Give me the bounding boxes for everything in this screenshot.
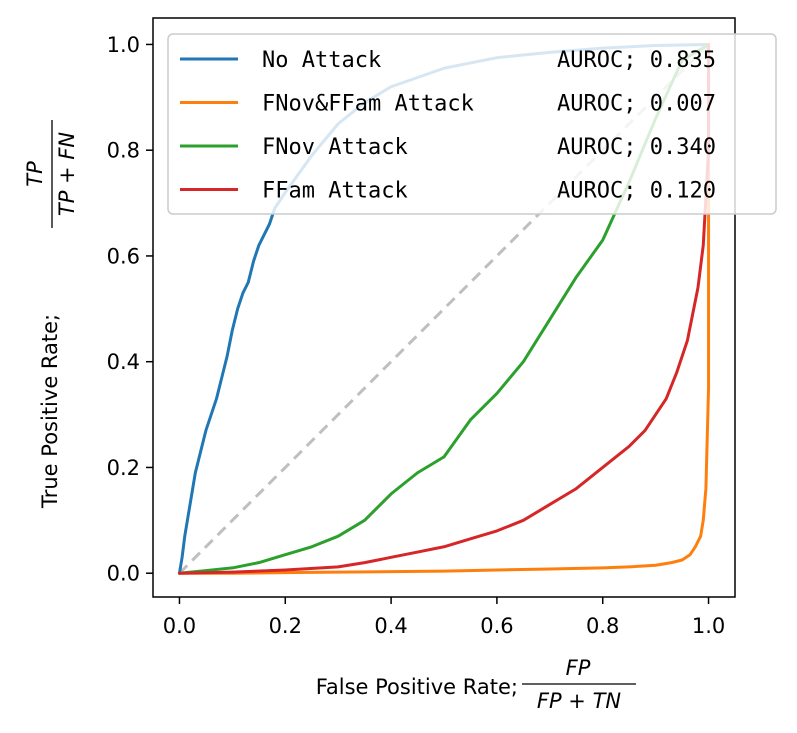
legend-entry-auroc: AUROC; 0.120	[557, 179, 716, 204]
axis-labels: False Positive Rate; FP FP + TN True Positi…	[23, 120, 636, 713]
x-axis-label: False Positive Rate;	[316, 675, 518, 699]
y-axis-label: True Positive Rate;	[38, 314, 62, 509]
series-line-fnov-ffam-attack	[177, 42, 711, 575]
legend-entry-auroc: AUROC; 0.835	[557, 48, 716, 73]
y-tick-label: 0.6	[107, 244, 140, 268]
x-fraction-numerator: FP	[566, 656, 591, 680]
x-fraction-denominator: FP + TN	[537, 689, 622, 713]
plot-frame	[152, 17, 736, 598]
y-fraction-numerator: TP	[23, 161, 47, 187]
legend-entry-name: FFam Attack	[262, 179, 408, 204]
axes-layer: 0.0 0.2 0.4 0.6 0.8 1.0 0.0 0.2 0.4 0.6 0.8 1.0	[107, 17, 736, 638]
y-tick-label: 0.4	[107, 350, 140, 374]
x-tick-label: 0.6	[480, 614, 513, 638]
legend-entry-name: No Attack	[262, 48, 381, 73]
y-fraction-denominator: TP + FN	[55, 132, 79, 217]
legend-entry-name: FNov Attack	[262, 135, 408, 160]
legend-entry-auroc: AUROC; 0.340	[557, 135, 716, 160]
y-tick-label: 0.2	[107, 456, 140, 480]
x-tick-label: 0.0	[163, 614, 196, 638]
y-tick-label: 0.8	[107, 139, 140, 163]
legend: No Attack AUROC; 0.835 FNov&FFam Attack AUR…	[167, 33, 777, 215]
x-tick-label: 0.4	[374, 614, 407, 638]
x-tick-label: 0.2	[269, 614, 302, 638]
y-axis-label-group: True Positive Rate; TP TP + FN	[23, 120, 79, 509]
y-tick-label: 0.0	[107, 562, 140, 586]
x-tick-label: 1.0	[692, 614, 725, 638]
y-tick-label: 1.0	[107, 33, 140, 57]
legend-entry-auroc: AUROC; 0.007	[557, 92, 716, 117]
series-line-ffam-attack	[177, 42, 711, 575]
legend-entry-name: FNov&FFam Attack	[262, 92, 474, 117]
x-tick-label: 0.8	[586, 614, 619, 638]
legend-box	[167, 33, 777, 215]
